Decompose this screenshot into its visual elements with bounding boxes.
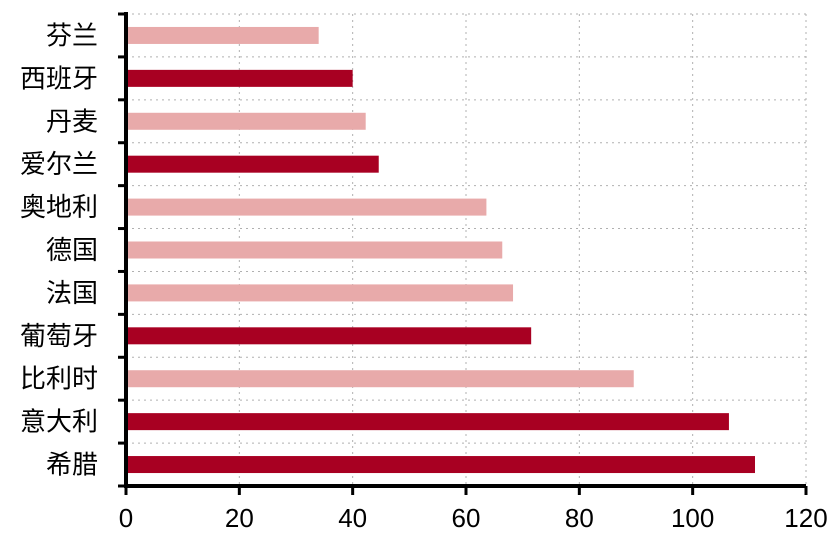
category-label-8: 比利时 [20, 365, 98, 395]
bar-0 [126, 26, 319, 44]
category-label-7: 葡萄牙 [20, 322, 98, 352]
category-label-10: 希腊 [46, 451, 98, 481]
x-tick-label-20: 20 [225, 503, 254, 533]
x-tick-label-120: 120 [784, 503, 827, 533]
x-tick-label-100: 100 [671, 503, 714, 533]
bar-6 [126, 284, 514, 302]
bar-9 [126, 413, 729, 431]
bar-1 [126, 69, 353, 87]
category-label-1: 西班牙 [20, 64, 98, 94]
bar-4 [126, 198, 487, 216]
bars [126, 26, 755, 474]
category-label-4: 奥地利 [20, 193, 98, 223]
bar-10 [126, 456, 755, 474]
x-tick-label-40: 40 [338, 503, 367, 533]
category-label-9: 意大利 [20, 408, 98, 438]
x-tick-label-60: 60 [452, 503, 481, 533]
axes [118, 12, 808, 495]
category-label-2: 丹麦 [46, 107, 98, 137]
category-label-6: 法国 [46, 279, 98, 309]
x-tick-label-80: 80 [565, 503, 594, 533]
bar-2 [126, 112, 366, 130]
bar-5 [126, 241, 503, 259]
category-label-3: 爱尔兰 [20, 150, 98, 180]
bar-7 [126, 327, 532, 345]
x-tick-label-0: 0 [119, 503, 133, 533]
category-label-0: 芬兰 [46, 21, 98, 51]
bar-8 [126, 370, 634, 388]
category-label-5: 德国 [46, 236, 98, 266]
bar-3 [126, 155, 379, 173]
